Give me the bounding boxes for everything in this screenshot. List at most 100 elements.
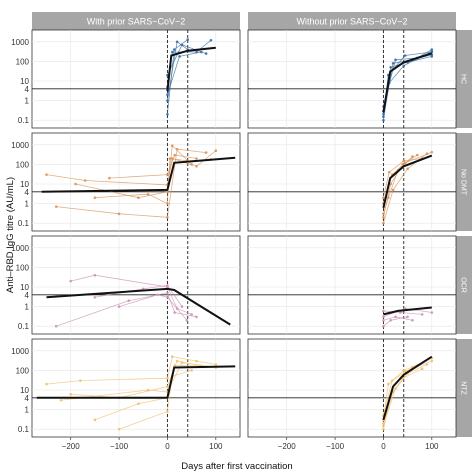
y-tick-label: 100	[16, 366, 30, 375]
y-tick-label: 1000	[11, 347, 29, 356]
mean-trend-line	[166, 46, 216, 92]
individual-data-point	[108, 176, 111, 180]
y-tick-label: 10	[20, 283, 29, 292]
y-tick-label: 1000	[11, 141, 29, 150]
individual-data-point	[186, 38, 190, 41]
individual-data-point	[166, 173, 169, 176]
individual-data-point	[168, 157, 172, 160]
individual-data-point	[204, 151, 208, 154]
individual-data-point	[69, 393, 72, 396]
individual-data-point	[166, 202, 169, 205]
mean-trend-line	[41, 156, 236, 193]
individual-data-point	[389, 319, 392, 322]
individual-data-point	[117, 305, 121, 308]
individual-data-point	[137, 402, 140, 406]
individual-data-point	[175, 359, 179, 363]
y-tick-label: 1	[25, 97, 30, 106]
panel-series-group	[248, 30, 456, 128]
individual-data-point	[79, 379, 82, 382]
individual-data-point	[69, 279, 72, 283]
row-strip	[456, 236, 472, 334]
y-tick-label: 10	[20, 77, 29, 86]
column-strip	[248, 12, 456, 30]
panel-frame	[31, 132, 241, 232]
row-strip	[456, 133, 472, 231]
individual-data-point	[74, 182, 77, 186]
individual-data-point	[214, 149, 218, 153]
y-tick-label: 1000	[11, 38, 29, 47]
x-tick-label: −100	[110, 442, 129, 451]
y-tick-label: 4	[25, 188, 30, 197]
individual-trajectory-line	[109, 154, 197, 179]
individual-trajectory-line	[383, 49, 432, 107]
individual-trajectory-line	[118, 294, 188, 321]
y-tick-label: 0.1	[18, 425, 30, 434]
individual-data-point	[45, 173, 48, 176]
y-axis-title: Anti–RBD IgG titre (AU/mL)	[5, 177, 16, 293]
y-tick-label: 0.1	[18, 116, 30, 125]
individual-data-point	[54, 205, 58, 208]
individual-data-point	[382, 319, 385, 322]
individual-data-point	[170, 50, 174, 54]
individual-data-point	[93, 273, 97, 277]
panel-frame	[247, 338, 457, 438]
individual-data-point	[382, 427, 385, 431]
y-tick-label: 0.1	[18, 219, 30, 228]
individual-data-point	[173, 311, 176, 314]
y-tick-label: 4	[25, 394, 30, 403]
panel-series-group	[32, 236, 240, 334]
panel-frame	[247, 235, 457, 335]
individual-data-point	[411, 319, 414, 322]
individual-data-point	[403, 54, 407, 57]
row-strip-label: HC	[460, 74, 467, 84]
individual-data-point	[394, 58, 397, 62]
column-strip	[32, 12, 240, 30]
x-axis-title: Days after first vaccination	[181, 461, 292, 472]
individual-data-point	[166, 291, 169, 295]
individual-data-point	[402, 159, 406, 163]
individual-data-point	[425, 363, 429, 366]
mean-trend-line	[382, 355, 433, 421]
individual-data-point	[430, 311, 434, 314]
panel-frame	[31, 235, 241, 335]
individual-data-point	[195, 157, 198, 160]
individual-data-point	[166, 216, 169, 219]
individual-data-point	[382, 324, 385, 328]
x-tick-label: −200	[278, 442, 297, 451]
individual-data-point	[403, 161, 407, 165]
mean-trend-line	[36, 365, 236, 399]
individual-data-point	[209, 38, 213, 42]
individual-data-point	[45, 382, 48, 386]
individual-data-point	[391, 61, 395, 65]
individual-trajectory-line	[383, 365, 418, 416]
individual-data-point	[430, 55, 434, 58]
mean-trend-line	[382, 154, 433, 209]
individual-data-point	[406, 167, 409, 171]
individual-data-point	[166, 113, 169, 116]
individual-data-point	[93, 418, 97, 422]
individual-data-point	[386, 382, 390, 386]
y-tick-label: 1	[25, 303, 30, 312]
x-tick-label: −100	[326, 442, 345, 451]
individual-data-point	[173, 153, 176, 157]
individual-data-point	[172, 48, 176, 51]
panel-series-group	[32, 30, 240, 128]
x-tick-label: 100	[209, 442, 223, 451]
individual-data-point	[166, 93, 169, 97]
individual-data-point	[399, 311, 402, 314]
panel-series-group	[248, 133, 456, 231]
individual-data-point	[195, 164, 198, 168]
individual-data-point	[382, 196, 385, 200]
y-tick-label: 100	[16, 160, 30, 169]
panel-frame	[31, 29, 241, 129]
x-tick-label: 100	[425, 442, 439, 451]
individual-data-point	[166, 410, 169, 413]
individual-data-point	[185, 319, 189, 322]
column-strip-label: With prior SARS−CoV−2	[87, 17, 186, 27]
y-tick-label: 100	[16, 57, 30, 66]
individual-data-point	[117, 212, 121, 216]
individual-data-point	[390, 379, 394, 382]
individual-data-point	[83, 179, 87, 182]
individual-data-point	[170, 355, 174, 359]
y-tick-label: 4	[25, 291, 30, 300]
